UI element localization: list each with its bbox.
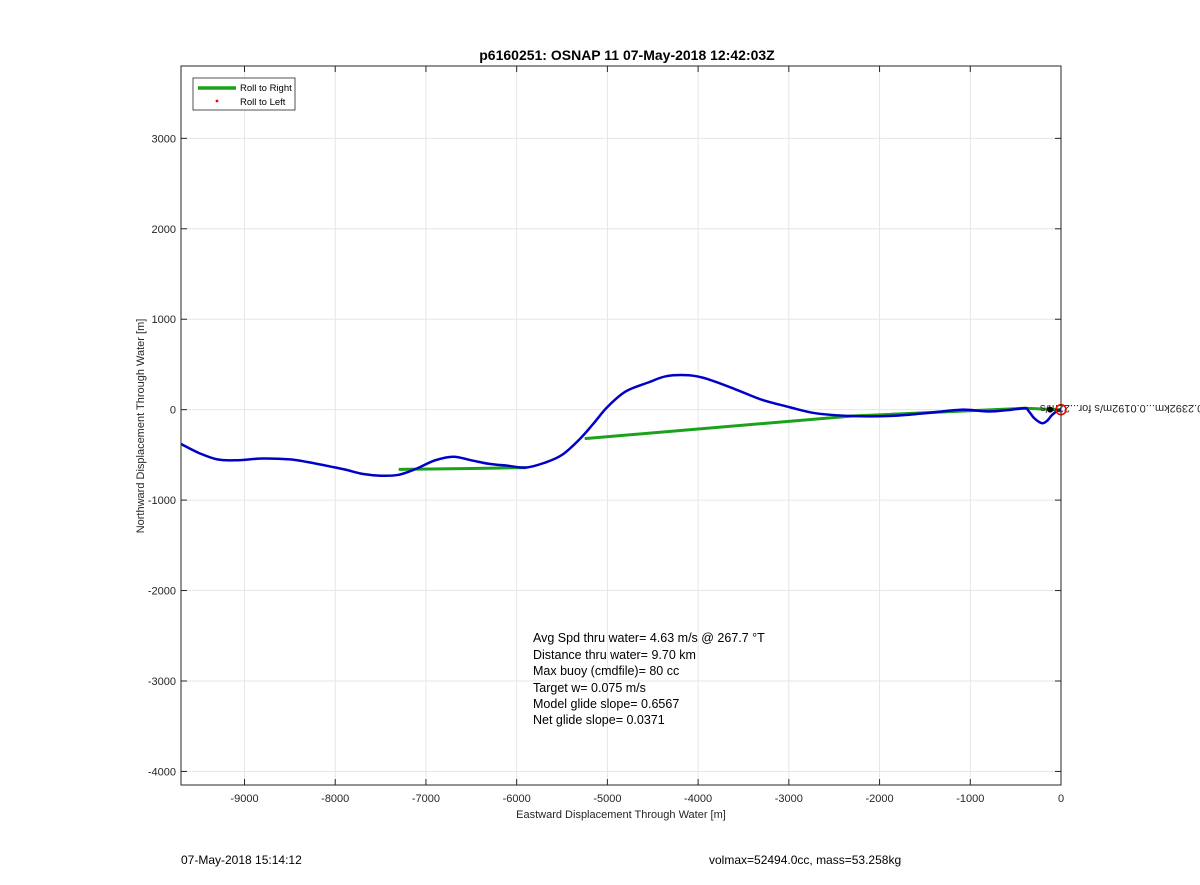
- track-line: [180, 373, 1062, 478]
- y-tick-label: 0: [170, 405, 176, 417]
- y-tick-label: -1000: [148, 495, 176, 507]
- plot-background: [181, 66, 1061, 785]
- footer-mass-info: volmax=52494.0cc, mass=53.258kg: [709, 853, 902, 867]
- x-tick-label: -1000: [956, 793, 984, 805]
- plot-frame: [180, 65, 1062, 786]
- y-tick-labels: -4000 -3000 -2000 -1000 0 1000 2000 3000: [148, 133, 176, 778]
- x-tick-label: -6000: [503, 793, 531, 805]
- y-tick-label: -4000: [148, 766, 176, 778]
- current-position-marker: [1047, 406, 1054, 413]
- x-tick-label: -5000: [593, 793, 621, 805]
- x-tick-label: -3000: [775, 793, 803, 805]
- y-tick-label: 1000: [152, 314, 176, 326]
- legend-roll-right-label: Roll to Right: [240, 83, 292, 94]
- x-tick-label: -9000: [230, 793, 258, 805]
- stats-line: Avg Spd thru water= 4.63 m/s @ 267.7 °T: [533, 631, 765, 645]
- stats-block: Avg Spd thru water= 4.63 m/s @ 267.7 °T …: [533, 631, 765, 727]
- x-tick-label: -2000: [865, 793, 893, 805]
- legend-box: [192, 77, 296, 111]
- x-tick-label: -8000: [321, 793, 349, 805]
- x-tick-labels: -9000 -8000 -7000 -6000 -5000 -4000 -3000 -2000…: [230, 793, 1064, 805]
- axis-ticks: [181, 66, 1062, 785]
- x-tick-label: -4000: [684, 793, 712, 805]
- footer-timestamp: 07-May-2018 15:14:12: [181, 853, 302, 867]
- y-axis-label: Northward Displacement Through Water [m]: [135, 319, 147, 534]
- stats-line: Model glide slope= 0.6567: [533, 697, 679, 711]
- roll-to-right-line: [398, 466, 526, 471]
- y-tick-label: 3000: [152, 133, 176, 145]
- legend: Roll to Right Roll to Left: [192, 77, 296, 111]
- overlapping-annotation: =0.2392km...0.0192m/s for...22m/s: [1040, 402, 1200, 414]
- x-tick-label: 0: [1058, 793, 1064, 805]
- y-tick-label: -2000: [148, 586, 176, 598]
- chart-title: p6160251: OSNAP 11 07-May-2018 12:42:03Z: [479, 47, 775, 63]
- y-tick-label: 2000: [152, 224, 176, 236]
- stats-line: Net glide slope= 0.0371: [533, 713, 665, 727]
- legend-roll-left-label: Roll to Left: [240, 97, 286, 108]
- stats-line: Distance thru water= 9.70 km: [533, 648, 696, 662]
- x-tick-label: -7000: [412, 793, 440, 805]
- stats-line: Max buoy (cmdfile)= 80 cc: [533, 664, 679, 678]
- track-series: [180, 373, 1062, 478]
- legend-roll-left-swatch: [215, 99, 219, 103]
- x-axis-label: Eastward Displacement Through Water [m]: [516, 809, 726, 821]
- y-tick-label: -3000: [148, 676, 176, 688]
- stats-line: Target w= 0.075 m/s: [533, 681, 646, 695]
